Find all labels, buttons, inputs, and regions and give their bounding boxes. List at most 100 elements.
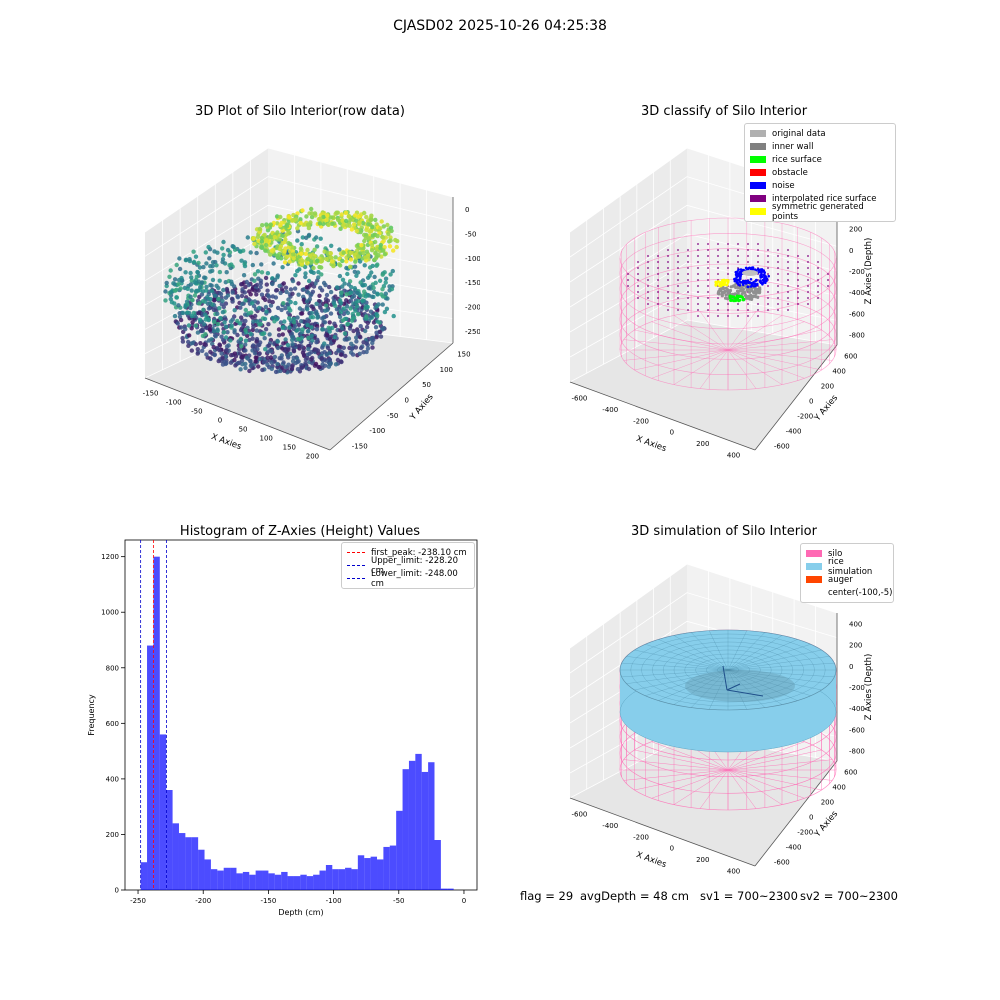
raw-point — [316, 275, 321, 280]
interpolated-point — [687, 249, 689, 251]
raw-point — [303, 274, 308, 280]
raw-point — [373, 250, 378, 256]
y-tick-label: 1000 — [101, 609, 119, 617]
x-tick-label: -200 — [195, 897, 211, 905]
histogram-bar — [447, 888, 454, 890]
raw-point — [276, 333, 282, 338]
raw-point — [277, 246, 283, 252]
raw-point — [344, 265, 349, 271]
raw-point — [243, 361, 248, 367]
interpolated-point — [717, 315, 719, 317]
raw-point — [350, 352, 356, 357]
interpolated-point — [707, 303, 709, 305]
interpolated-point — [777, 249, 779, 251]
rice-mesh-spoke — [727, 669, 747, 710]
raw-point — [280, 265, 285, 270]
rice-mesh-spoke — [690, 669, 729, 708]
simulation-legend: silo rice simulation auger center(-100,-5) — [800, 543, 894, 603]
interpolated-point — [687, 309, 689, 311]
raw-point — [290, 334, 295, 340]
interpolated-point — [647, 267, 649, 269]
silo-floor-line — [727, 759, 833, 771]
raw-point — [381, 224, 386, 229]
silo-floor-line — [727, 311, 757, 351]
y-axis-label: Frequency — [87, 694, 96, 736]
interpolated-point — [747, 309, 749, 311]
interpolated-point — [777, 291, 779, 293]
raw-point — [345, 310, 351, 316]
raw-point — [229, 262, 234, 267]
raw-point — [332, 321, 337, 326]
raw-point — [275, 345, 281, 351]
interpolated-point — [797, 291, 799, 293]
raw-point — [258, 284, 263, 290]
raw-point — [283, 337, 288, 342]
raw-point — [281, 360, 286, 365]
raw-point — [188, 305, 193, 311]
raw-point — [320, 308, 325, 313]
silo-floor-line — [727, 741, 805, 771]
raw-point — [197, 265, 203, 270]
raw-point — [388, 235, 393, 240]
rice-surface-point — [732, 299, 736, 303]
raw-point — [220, 355, 225, 360]
inner-wall-point — [721, 286, 726, 290]
grid-line — [569, 204, 838, 283]
legend-label: noise — [772, 180, 795, 191]
interpolated-point — [807, 261, 809, 263]
y-axis-line — [754, 344, 838, 451]
raw-point — [280, 325, 285, 330]
raw-point — [215, 321, 221, 327]
interpolated-point — [657, 297, 659, 299]
z-tick-label: -100 — [465, 255, 480, 263]
raw-point — [214, 263, 219, 268]
raw-point — [195, 347, 200, 352]
raw-point — [274, 317, 279, 322]
noise-point — [738, 278, 741, 282]
raw-point — [310, 361, 315, 366]
raw-point — [381, 325, 386, 331]
raw-point — [326, 222, 331, 227]
inner-wall-point — [724, 296, 728, 300]
raw-point — [290, 337, 295, 343]
raw-point — [329, 243, 334, 248]
raw-point — [253, 355, 258, 360]
raw-point — [202, 322, 207, 327]
raw-point — [163, 298, 168, 303]
raw-point — [269, 248, 274, 253]
z-axis-label: Z Axies (Depth) — [864, 654, 874, 721]
raw-point — [186, 343, 191, 348]
raw-point — [262, 316, 268, 322]
raw-point — [305, 355, 310, 361]
z-tick-label: -400 — [849, 705, 865, 713]
y-axis-label: Y Axies — [812, 393, 840, 424]
raw-point — [254, 339, 259, 344]
interpolated-point — [737, 249, 739, 251]
raw-point — [168, 290, 173, 295]
raw-point — [309, 206, 314, 212]
raw-point — [259, 239, 265, 244]
interpolated-point — [657, 285, 659, 287]
raw-point — [220, 298, 225, 304]
inner-wall-point — [724, 293, 728, 297]
raw-point — [220, 246, 225, 251]
raw-point — [241, 273, 247, 278]
interpolated-point — [787, 297, 789, 299]
raw-point — [313, 281, 318, 286]
raw-point — [385, 296, 390, 301]
raw-point — [224, 270, 229, 275]
histogram-bar — [293, 876, 301, 890]
raw-point — [335, 217, 341, 222]
x-axis-label: Depth (cm) — [278, 908, 323, 917]
raw-point — [358, 324, 363, 329]
raw-point — [370, 294, 375, 299]
raw-point — [177, 314, 183, 319]
raw-point — [243, 298, 248, 303]
x-tick-label: -600 — [571, 395, 587, 403]
y-tick-label: -200 — [797, 829, 813, 837]
interpolated-point — [807, 285, 809, 287]
raw-point — [337, 273, 343, 279]
figure-title: CJASD02 2025-10-26 04:25:38 — [393, 18, 607, 34]
raw-point — [373, 325, 379, 330]
raw-point — [255, 319, 260, 324]
